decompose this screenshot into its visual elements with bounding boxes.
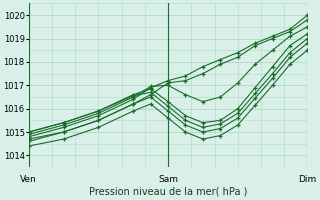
X-axis label: Pression niveau de la mer( hPa ): Pression niveau de la mer( hPa ): [89, 187, 247, 197]
